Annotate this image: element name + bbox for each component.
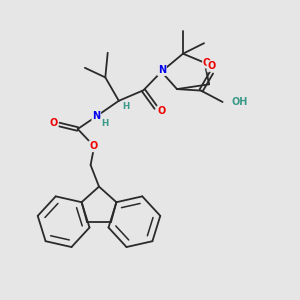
Text: O: O bbox=[203, 58, 211, 68]
Text: O: O bbox=[89, 141, 98, 152]
Text: O: O bbox=[207, 61, 216, 71]
Text: N: N bbox=[158, 65, 166, 75]
Text: H: H bbox=[101, 118, 108, 127]
Text: O: O bbox=[157, 106, 166, 116]
Text: O: O bbox=[50, 118, 58, 128]
Text: H: H bbox=[122, 102, 129, 111]
Text: N: N bbox=[92, 111, 100, 122]
Text: OH: OH bbox=[231, 97, 247, 107]
